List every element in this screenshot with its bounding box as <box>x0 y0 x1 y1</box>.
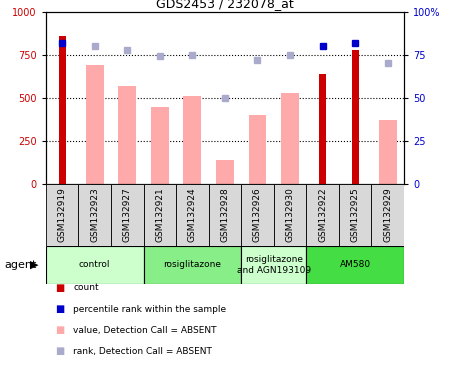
Text: rosiglitazone
and AGN193109: rosiglitazone and AGN193109 <box>237 255 311 275</box>
Text: GSM132919: GSM132919 <box>58 187 67 242</box>
Bar <box>144 246 241 284</box>
Bar <box>78 184 111 246</box>
Text: GSM132928: GSM132928 <box>220 187 230 242</box>
Bar <box>86 65 104 184</box>
Bar <box>184 96 202 184</box>
Text: GSM132929: GSM132929 <box>383 187 392 242</box>
Text: GSM132924: GSM132924 <box>188 187 197 242</box>
Text: ■: ■ <box>55 283 64 293</box>
Bar <box>248 115 266 184</box>
Bar <box>274 184 306 246</box>
Text: rank, Detection Call = ABSENT: rank, Detection Call = ABSENT <box>73 347 213 356</box>
Text: ▶: ▶ <box>30 260 39 270</box>
Text: GSM132923: GSM132923 <box>90 187 99 242</box>
Bar <box>144 184 176 246</box>
Bar <box>306 184 339 246</box>
Text: GSM132921: GSM132921 <box>155 187 164 242</box>
Text: count: count <box>73 283 99 293</box>
Bar <box>379 121 397 184</box>
Text: agent: agent <box>5 260 37 270</box>
Bar <box>176 184 209 246</box>
Text: GSM132925: GSM132925 <box>351 187 359 242</box>
Bar <box>216 160 234 184</box>
Text: GSM132927: GSM132927 <box>123 187 132 242</box>
Title: GDS2453 / 232078_at: GDS2453 / 232078_at <box>156 0 294 10</box>
Bar <box>118 86 136 184</box>
Bar <box>59 36 66 184</box>
Text: GSM132926: GSM132926 <box>253 187 262 242</box>
Text: ■: ■ <box>55 346 64 356</box>
Text: percentile rank within the sample: percentile rank within the sample <box>73 305 227 314</box>
Bar <box>281 93 299 184</box>
Bar <box>209 184 241 246</box>
Bar <box>352 50 358 184</box>
Bar <box>306 246 404 284</box>
Text: GSM132922: GSM132922 <box>318 187 327 242</box>
Bar <box>241 184 274 246</box>
Text: control: control <box>79 260 111 270</box>
Bar <box>46 184 78 246</box>
Bar <box>111 184 144 246</box>
Text: GSM132930: GSM132930 <box>285 187 295 242</box>
Text: ■: ■ <box>55 325 64 335</box>
Text: value, Detection Call = ABSENT: value, Detection Call = ABSENT <box>73 326 217 335</box>
Bar <box>241 246 306 284</box>
Text: AM580: AM580 <box>340 260 371 270</box>
Text: rosiglitazone: rosiglitazone <box>163 260 221 270</box>
Bar <box>151 107 169 184</box>
Bar <box>319 74 326 184</box>
Bar <box>46 246 144 284</box>
Text: ■: ■ <box>55 304 64 314</box>
Bar <box>371 184 404 246</box>
Bar <box>339 184 371 246</box>
